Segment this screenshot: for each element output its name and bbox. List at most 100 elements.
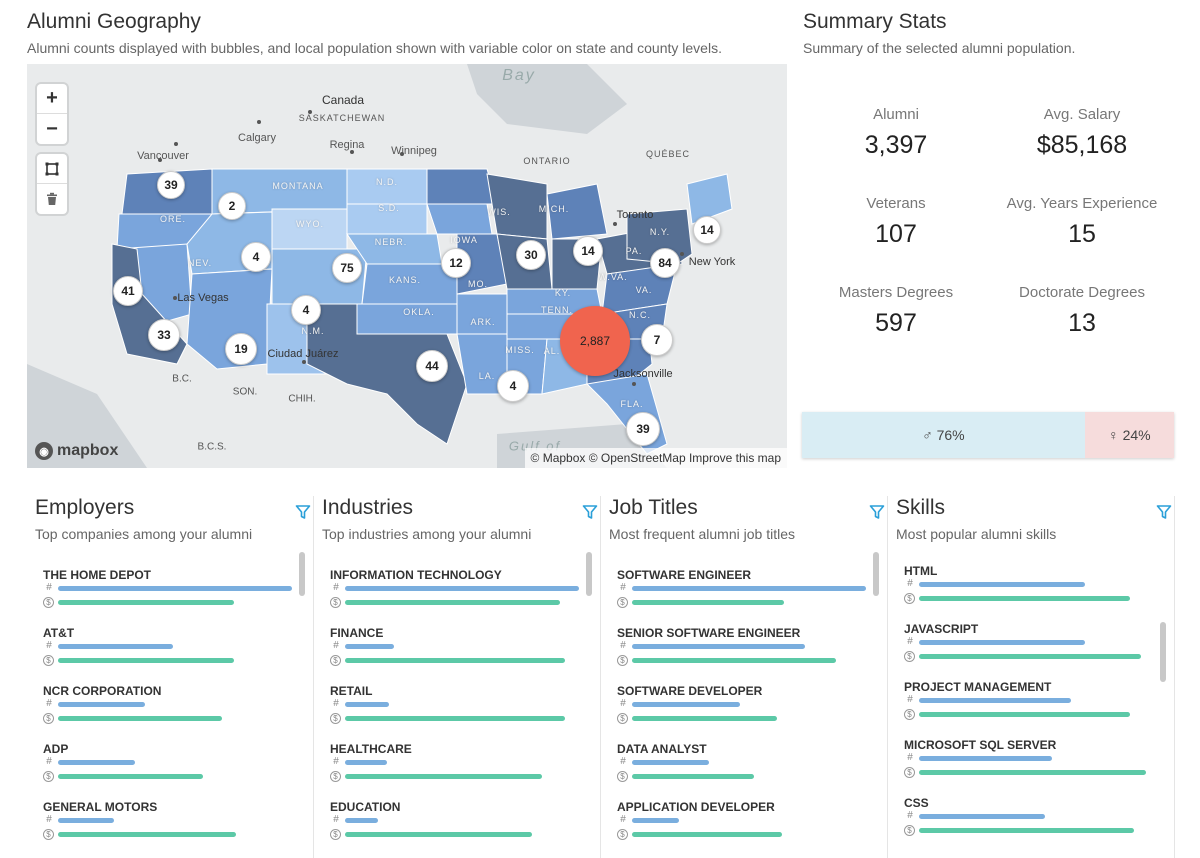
alumni-bubble[interactable]: 7: [641, 324, 673, 356]
salary-bar: [919, 770, 1146, 775]
alumni-bubble[interactable]: 44: [416, 350, 448, 382]
alumni-bubble[interactable]: 75: [332, 253, 362, 283]
map-label-las-vegas: Las Vegas: [177, 292, 229, 304]
list-item[interactable]: HEALTHCARE # $: [330, 742, 580, 800]
mapbox-logo[interactable]: ◉ mapbox: [35, 442, 118, 460]
map-label-bay: Bay: [502, 67, 536, 84]
list-item-name: ADP: [43, 742, 69, 756]
list-item[interactable]: EDUCATION # $: [330, 800, 580, 858]
count-bar: [632, 818, 679, 823]
alumni-bubble[interactable]: 30: [516, 240, 546, 270]
count-icon: #: [620, 582, 626, 593]
scrollbar[interactable]: [873, 552, 879, 596]
stat-salary-label: Avg. Salary: [1043, 106, 1121, 123]
job-titles-subtitle: Most frequent alumni job titles: [609, 526, 795, 542]
employers-list[interactable]: THE HOME DEPOT # $ AT&T # $ NCR CORPORATION # $ A…: [27, 558, 297, 858]
scrollbar[interactable]: [586, 552, 592, 596]
list-item[interactable]: ADP # $: [43, 742, 293, 800]
list-item[interactable]: NCR CORPORATION # $: [43, 684, 293, 742]
map-label-regina: Regina: [329, 139, 365, 151]
list-item[interactable]: FINANCE # $: [330, 626, 580, 684]
alumni-bubble[interactable]: 39: [626, 412, 660, 446]
count-icon: #: [333, 698, 339, 709]
map-label-winnipeg: Winnipeg: [391, 145, 437, 157]
list-item[interactable]: HTML # $: [904, 564, 1154, 622]
stat-experience-value: 15: [1068, 220, 1096, 248]
list-item[interactable]: JAVASCRIPT # $: [904, 622, 1154, 680]
filter-icon[interactable]: [295, 504, 311, 520]
alumni-bubble-highlight[interactable]: 2,887: [560, 306, 630, 376]
scrollbar[interactable]: [1160, 622, 1166, 682]
count-bar: [345, 586, 579, 591]
list-item[interactable]: SENIOR SOFTWARE ENGINEER # $: [617, 626, 867, 684]
state-label: MISS.: [505, 345, 535, 355]
draw-polygon-button[interactable]: [37, 154, 67, 184]
map-label-bc: B.C.: [172, 373, 192, 385]
list-item[interactable]: DATA ANALYST # $: [617, 742, 867, 800]
filter-icon[interactable]: [1156, 504, 1172, 520]
list-item-name: APPLICATION DEVELOPER: [617, 800, 775, 814]
job-titles-list[interactable]: SOFTWARE ENGINEER # $ SENIOR SOFTWARE ENGIN…: [601, 558, 871, 858]
alumni-bubble[interactable]: 4: [497, 370, 529, 402]
list-item-name: SOFTWARE DEVELOPER: [617, 684, 763, 698]
draw-controls: [37, 154, 67, 214]
zoom-out-button[interactable]: −: [46, 117, 58, 140]
alumni-bubble[interactable]: 14: [693, 216, 721, 244]
alumni-bubble[interactable]: 14: [573, 236, 603, 266]
alumni-bubble[interactable]: 33: [148, 319, 180, 351]
count-icon: #: [907, 636, 913, 647]
list-item-name: SENIOR SOFTWARE ENGINEER: [617, 626, 801, 640]
list-item[interactable]: THE HOME DEPOT # $: [43, 568, 293, 626]
skills-list[interactable]: HTML # $ JAVASCRIPT # $ PROJECT MANAGEMENT # $ MI…: [888, 558, 1158, 858]
scrollbar[interactable]: [299, 552, 305, 596]
list-item[interactable]: SOFTWARE DEVELOPER # $: [617, 684, 867, 742]
salary-icon: $: [330, 713, 341, 724]
stat-doctorate-label: Doctorate Degrees: [1019, 284, 1145, 301]
alumni-bubble[interactable]: 19: [225, 333, 257, 365]
list-item[interactable]: CSS # $: [904, 796, 1154, 854]
summary-subtitle: Summary of the selected alumni populatio…: [803, 40, 1076, 56]
list-item[interactable]: SOFTWARE ENGINEER # $: [617, 568, 867, 626]
state-label: MICH.: [538, 204, 570, 214]
alumni-map[interactable]: Bay Canada SASKATCHEWAN Calgary Regina W…: [27, 64, 787, 468]
map-label-bcs: B.C.S.: [197, 441, 227, 453]
salary-bar: [632, 600, 784, 605]
alumni-bubble[interactable]: 41: [113, 276, 143, 306]
alumni-bubble[interactable]: 12: [441, 248, 471, 278]
filter-icon[interactable]: [582, 504, 598, 520]
state-label: KANS.: [388, 275, 422, 285]
map-label-ontario: ONTARIO: [523, 156, 571, 166]
zoom-in-button[interactable]: +: [37, 84, 67, 114]
gender-female-segment[interactable]: ♀ 24%: [1084, 412, 1174, 458]
list-item-name: EDUCATION: [330, 800, 401, 814]
salary-bar: [58, 716, 222, 721]
count-bar: [345, 644, 394, 649]
salary-bar: [58, 774, 203, 779]
employers-panel: Employers Top companies among your alumni…: [27, 496, 314, 858]
map-label-vancouver: Vancouver: [137, 150, 189, 162]
list-item[interactable]: GENERAL MOTORS # $: [43, 800, 293, 858]
alumni-bubble[interactable]: 4: [241, 242, 271, 272]
list-item[interactable]: PROJECT MANAGEMENT # $: [904, 680, 1154, 738]
count-icon: #: [907, 752, 913, 763]
count-bar: [919, 756, 1052, 761]
delete-shape-button[interactable]: [37, 184, 67, 214]
male-icon: ♂: [922, 427, 933, 443]
list-item[interactable]: RETAIL # $: [330, 684, 580, 742]
salary-icon: $: [330, 829, 341, 840]
map-attribution[interactable]: © Mapbox © OpenStreetMap Improve this ma…: [524, 448, 787, 468]
count-bar: [58, 644, 173, 649]
alumni-bubble[interactable]: 84: [650, 248, 680, 278]
gender-male-segment[interactable]: ♂ 76%: [802, 412, 1085, 458]
list-item[interactable]: MICROSOFT SQL SERVER # $: [904, 738, 1154, 796]
alumni-bubble[interactable]: 4: [291, 295, 321, 325]
filter-icon[interactable]: [869, 504, 885, 520]
alumni-bubble[interactable]: 2: [218, 192, 246, 220]
industries-list[interactable]: INFORMATION TECHNOLOGY # $ FINANCE # $ RETAIL #…: [314, 558, 584, 858]
employers-title: Employers: [35, 496, 135, 519]
job-titles-title: Job Titles: [609, 496, 698, 519]
list-item[interactable]: APPLICATION DEVELOPER # $: [617, 800, 867, 858]
list-item[interactable]: INFORMATION TECHNOLOGY # $: [330, 568, 580, 626]
list-item[interactable]: AT&T # $: [43, 626, 293, 684]
alumni-bubble[interactable]: 39: [157, 171, 185, 199]
